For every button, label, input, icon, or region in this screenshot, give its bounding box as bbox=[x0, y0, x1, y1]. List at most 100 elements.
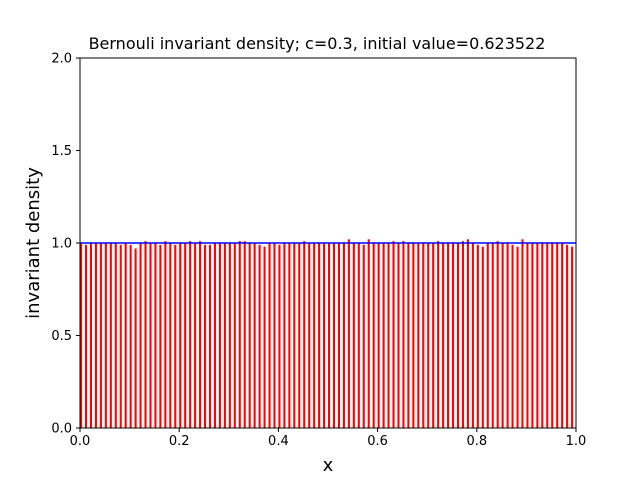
histogram-bar bbox=[273, 243, 276, 428]
histogram-bar bbox=[164, 241, 167, 428]
x-axis-label: x bbox=[323, 455, 334, 476]
histogram-bar bbox=[417, 243, 420, 428]
histogram-bar bbox=[154, 243, 157, 428]
histogram-bar bbox=[566, 244, 569, 428]
histogram-bar bbox=[263, 246, 266, 428]
histogram-bar bbox=[526, 243, 529, 428]
histogram-bar bbox=[258, 244, 261, 428]
histogram-bar bbox=[412, 243, 415, 428]
histogram-bar bbox=[243, 241, 246, 428]
histogram-bar bbox=[367, 239, 370, 428]
histogram-bar bbox=[402, 241, 405, 428]
histogram-bar bbox=[496, 241, 499, 428]
histogram-bar bbox=[521, 239, 524, 428]
histogram-bar bbox=[486, 243, 489, 428]
y-tick-label: 0.0 bbox=[51, 422, 72, 437]
histogram-bar bbox=[377, 243, 380, 428]
histogram-bar bbox=[536, 243, 539, 428]
histogram-bar bbox=[456, 243, 460, 428]
histogram-bar bbox=[268, 243, 271, 428]
y-tick-label: 1.5 bbox=[51, 144, 72, 159]
histogram-bar bbox=[288, 243, 291, 428]
histogram-bar bbox=[223, 243, 226, 428]
histogram-bar bbox=[179, 243, 182, 428]
histogram-bar bbox=[332, 243, 336, 428]
histogram-bar bbox=[511, 244, 514, 428]
x-tick-label: 0.2 bbox=[169, 434, 190, 449]
histogram-bar bbox=[347, 239, 350, 428]
histogram-bar bbox=[189, 241, 192, 428]
histogram-bars bbox=[80, 239, 574, 428]
y-tick-label: 0.5 bbox=[51, 329, 72, 344]
histogram-bar bbox=[84, 244, 88, 428]
histogram-bar bbox=[139, 243, 142, 428]
histogram-bar bbox=[129, 244, 132, 428]
histogram-bar bbox=[432, 243, 435, 428]
x-tick-label: 1.0 bbox=[566, 434, 587, 449]
histogram-bar bbox=[427, 243, 430, 428]
histogram-bar bbox=[471, 243, 474, 428]
histogram-bar bbox=[571, 246, 574, 428]
histogram-bar bbox=[422, 243, 425, 428]
histogram-bar bbox=[452, 243, 455, 428]
histogram-bar bbox=[337, 243, 340, 428]
histogram-bar bbox=[501, 243, 504, 428]
plot-area bbox=[79, 57, 577, 429]
histogram-bar bbox=[362, 244, 365, 428]
histogram-bar bbox=[169, 243, 172, 428]
histogram-bar bbox=[174, 244, 177, 428]
histogram-bar bbox=[99, 243, 102, 428]
histogram-bar bbox=[149, 243, 152, 428]
histogram-bar bbox=[541, 243, 544, 428]
histogram-bar bbox=[491, 243, 494, 428]
histogram-bar bbox=[556, 243, 559, 428]
histogram-bar bbox=[159, 244, 162, 428]
histogram-bar bbox=[199, 241, 202, 428]
histogram-bar bbox=[318, 243, 321, 428]
histogram-bar bbox=[357, 243, 360, 428]
histogram-bar bbox=[392, 241, 395, 428]
histogram-bar bbox=[466, 239, 469, 428]
histogram-bar bbox=[308, 243, 311, 428]
histogram-bar bbox=[531, 243, 534, 428]
histogram-bar bbox=[124, 243, 127, 428]
histogram-bar bbox=[283, 243, 286, 428]
histogram-bar bbox=[382, 243, 385, 428]
histogram-bar bbox=[342, 243, 345, 428]
x-tick-label: 0.8 bbox=[466, 434, 487, 449]
histogram-bar bbox=[516, 246, 519, 428]
histogram-bar bbox=[134, 248, 137, 428]
histogram-bar bbox=[437, 241, 440, 428]
histogram-bar bbox=[352, 243, 355, 428]
histogram-bar bbox=[506, 243, 509, 428]
histogram-bar bbox=[561, 243, 564, 428]
histogram-bar bbox=[407, 243, 410, 428]
histogram-bar bbox=[208, 244, 212, 428]
x-tick-label: 0.0 bbox=[70, 434, 91, 449]
histogram-bar bbox=[313, 243, 316, 428]
histogram-bar bbox=[397, 243, 400, 428]
x-tick-label: 0.4 bbox=[268, 434, 289, 449]
y-axis-label: invariant density bbox=[23, 167, 44, 319]
histogram-bar bbox=[303, 241, 306, 428]
histogram-bar bbox=[104, 243, 107, 428]
histogram-bar bbox=[387, 243, 390, 428]
y-tick-label: 1.0 bbox=[51, 237, 72, 252]
histogram-bar bbox=[94, 243, 97, 428]
histogram-bar bbox=[278, 244, 281, 428]
histogram-bar bbox=[447, 243, 450, 428]
histogram-bar bbox=[461, 241, 464, 428]
histogram-bar bbox=[80, 243, 83, 428]
histogram-bar bbox=[551, 243, 554, 428]
histogram-bar bbox=[89, 243, 92, 428]
x-tick-label: 0.6 bbox=[367, 434, 388, 449]
histogram-bar bbox=[213, 243, 216, 428]
histogram-bar bbox=[144, 241, 147, 428]
histogram-bar bbox=[298, 243, 301, 428]
histogram-bar bbox=[253, 243, 256, 428]
histogram-bar bbox=[218, 243, 221, 428]
histogram-bar bbox=[442, 243, 445, 428]
histogram-bar bbox=[546, 243, 549, 428]
histogram-bar bbox=[328, 243, 331, 428]
